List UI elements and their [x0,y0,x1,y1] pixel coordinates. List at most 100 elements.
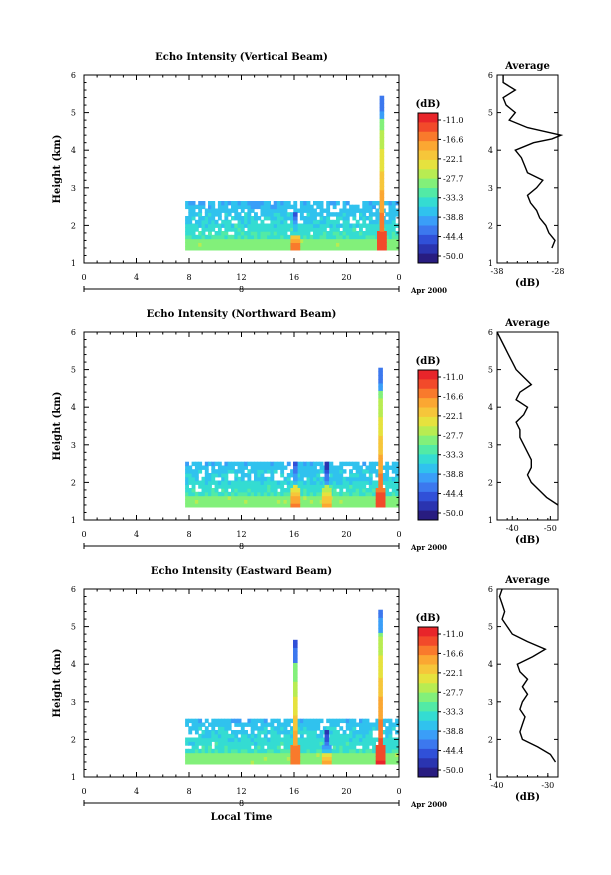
heatmap-cell [270,219,275,225]
heatmap-cell [270,204,275,210]
heatmap-cell [208,212,212,217]
heatmap-cell [332,730,337,735]
heatmap-cell [290,469,294,474]
heatmap-cell [332,745,337,750]
heatmap-cell [362,480,367,485]
heatmap-cell [247,495,252,500]
heatmap-cell [283,730,288,735]
heatmap-cell [201,756,206,761]
heatmap-cell [221,718,226,724]
heatmap-cell [247,718,252,724]
heatmap-cell [349,246,353,251]
heatmap-cell [198,752,203,757]
heatmap-cell [345,718,350,724]
heatmap-cell [227,242,232,247]
heatmap-cell [309,495,314,500]
heatmap-cell [368,484,373,489]
heatmap-cell [362,484,367,489]
heatmap-cell [260,488,265,493]
heatmap-cell [306,499,311,504]
heatmap-cell [208,760,212,765]
heatmap-cell [211,480,216,485]
heatmap-cell [286,733,291,739]
heatmap-cell [385,726,390,731]
heatmap-cell [194,476,199,482]
heatmap-cell [231,752,235,757]
heatmap-cell [362,212,367,217]
heatmap-cell [349,752,353,757]
heatmap-cell [290,741,294,746]
heatmap-cell [217,733,222,739]
heatmap-cell [355,223,360,228]
heatmap-cell [211,246,216,251]
heatmap-cell [378,741,383,746]
heatmap-cell [296,737,301,742]
heatmap-cell [309,469,314,474]
heatmap-cell [379,107,385,112]
heatmap-cell [321,752,332,757]
heatmap-cell [276,208,281,213]
heatmap-cell [303,503,308,508]
heatmap-cell [355,752,360,757]
heatmap-cell [247,461,252,467]
heatmap-cell [208,242,212,247]
heatmap-cell [217,748,222,754]
heatmap-cell [231,491,235,497]
heatmap-cell [194,461,199,467]
heatmap-cell [306,480,311,485]
heatmap-cell [345,733,350,739]
heatmap-cell [208,730,212,735]
heatmap-cell [260,484,265,489]
heatmap-cell [204,461,209,467]
heatmap-cell [247,748,252,754]
heatmap-cell [204,491,209,497]
heatmap-cell [217,246,222,251]
heatmap-cell [349,756,353,761]
heatmap-cell [191,748,196,754]
heatmap-cell [204,234,209,240]
heatmap-cell [313,242,317,247]
heatmap-cell [375,491,386,497]
heatmap-cell [349,476,353,482]
heatmap-cell [296,461,301,467]
heatmap-cell [319,476,324,482]
heatmap-cell [345,201,350,206]
heatmap-cell [362,223,367,228]
heatmap-cell [303,223,308,228]
heatmap-cell [201,227,206,232]
heatmap-cell [381,465,386,470]
heatmap-cell [204,726,209,731]
heatmap-cell [211,760,216,765]
heatmap-cell [276,212,281,217]
heatmap-cell [319,730,324,735]
heatmap-cell [244,748,248,754]
heatmap-cell [391,242,396,247]
colorbar-swatch [418,416,438,427]
heatmap-cell [368,760,373,765]
heatmap-cell [385,741,390,746]
colorbar: (dB)-11.0-16.6-22.1-27.7-33.3-38.8-44.4-… [416,356,464,521]
heatmap-cell [224,733,229,739]
heatmap-cell [270,476,275,482]
heatmap-cell [352,748,357,754]
heatmap-cell [198,748,203,754]
heatmap-cell [208,495,212,500]
heatmap-cell [244,216,248,221]
heatmap-cell [194,748,199,754]
heatmap-cell [293,480,298,485]
heatmap-cell [362,503,367,508]
heatmap-cell [306,741,311,746]
heatmap-cell [257,748,262,754]
heatmap-cell [339,718,344,724]
heatmap-cell [378,730,383,735]
heatmap-cell [273,212,278,217]
heatmap-cell [378,476,383,482]
heatmap-cell [204,752,209,757]
heatmap-cell [349,722,353,727]
heatmap-cell [240,465,245,470]
heatmap-cell [237,752,242,757]
heatmap-cell [391,216,396,221]
heatmap-cell [345,491,350,497]
heatmap-cell [260,741,265,746]
heatmap-cell [372,722,376,727]
